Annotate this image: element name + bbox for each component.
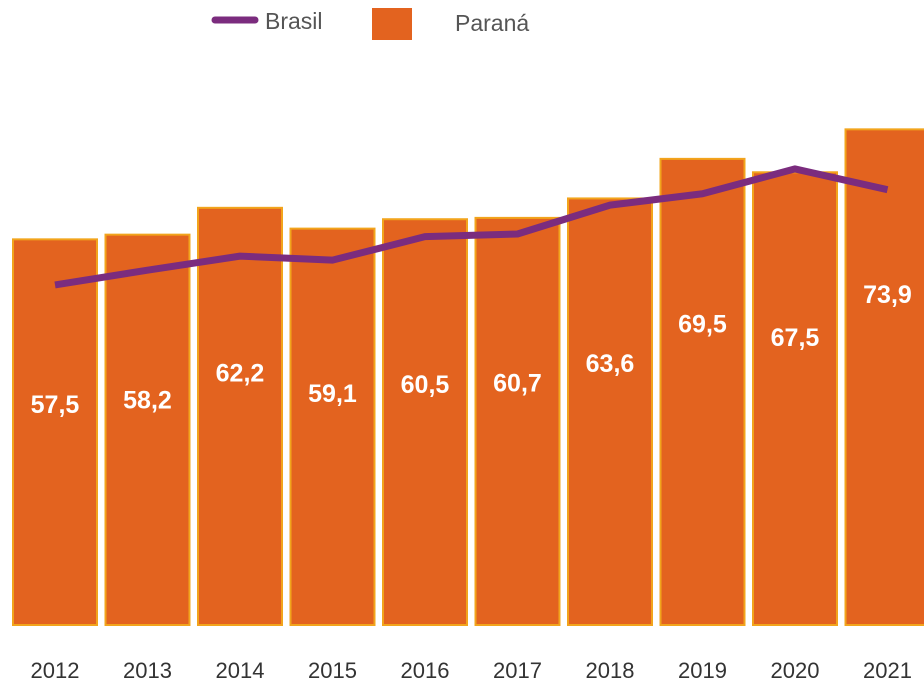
- legend-label: Paraná: [455, 10, 529, 36]
- value-label: 62,2: [216, 359, 265, 387]
- x-tick-label: 2017: [493, 658, 542, 683]
- value-label: 60,5: [401, 371, 450, 399]
- value-label: 57,5: [31, 391, 80, 419]
- value-label: 60,7: [493, 369, 542, 397]
- bar: [844, 128, 924, 627]
- x-tick-label: 2014: [216, 658, 265, 683]
- legend-swatch: [372, 8, 412, 40]
- bar: [474, 216, 561, 626]
- value-label: 69,5: [678, 310, 727, 338]
- x-tick-label: 2018: [586, 658, 635, 683]
- value-label: 73,9: [863, 281, 912, 309]
- value-label: 63,6: [586, 350, 635, 378]
- bar: [382, 218, 468, 626]
- x-tick-label: 2021: [863, 658, 912, 683]
- bar: [12, 238, 98, 626]
- value-label: 59,1: [308, 380, 357, 408]
- bar: [752, 171, 838, 626]
- x-tick-label: 2012: [31, 658, 80, 683]
- bar: [104, 233, 191, 627]
- x-tick-label: 2016: [401, 658, 450, 683]
- bar: [567, 197, 653, 626]
- bar: [289, 227, 376, 626]
- bar: [197, 206, 283, 627]
- value-label: 58,2: [123, 386, 172, 414]
- bar: [659, 157, 746, 626]
- x-tick-label: 2019: [678, 658, 727, 683]
- x-tick-label: 2015: [308, 658, 357, 683]
- legend-label: Brasil: [265, 8, 323, 34]
- line: [54, 165, 889, 289]
- value-label: 67,5: [771, 324, 820, 352]
- x-tick-label: 2013: [123, 658, 172, 683]
- x-tick-label: 2020: [771, 658, 820, 683]
